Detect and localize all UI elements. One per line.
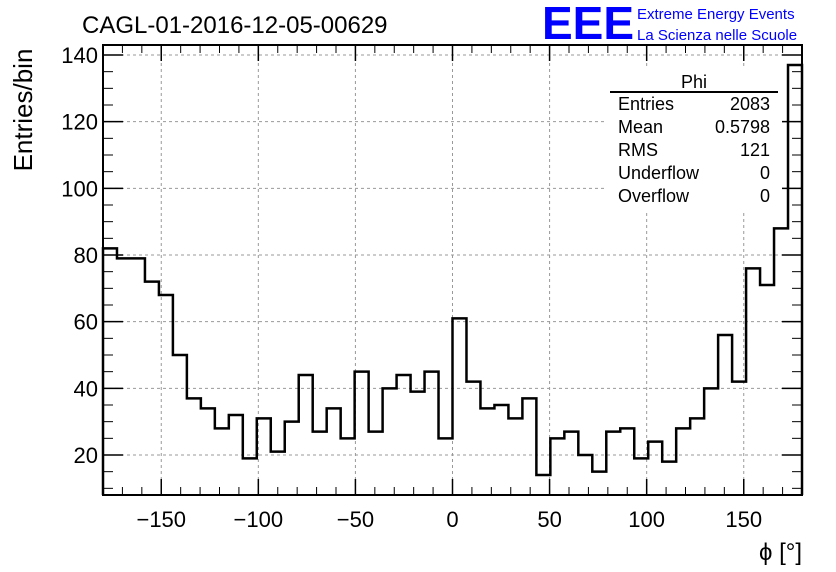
stats-value-entries: 2083 bbox=[730, 94, 770, 114]
branding-line-2: La Scienza nelle Scuole bbox=[637, 27, 797, 44]
stats-label-rms: RMS bbox=[618, 140, 658, 160]
stats-box: Phi Entries 2083 Mean 0.5798 RMS 121 Und… bbox=[606, 68, 782, 210]
y-tick-label: 40 bbox=[74, 376, 98, 401]
y-axis-label: Entries/bin bbox=[8, 49, 38, 172]
x-axis-label: ϕ [°] bbox=[759, 539, 802, 566]
tick-labels: −150 −100 −50 0 50 100 150 20 40 60 80 100 120 140 bbox=[61, 43, 762, 532]
y-tick-label: 100 bbox=[61, 176, 98, 201]
x-tick-label: 100 bbox=[628, 507, 665, 532]
y-tick-label: 140 bbox=[61, 43, 98, 68]
stats-label-overflow: Overflow bbox=[618, 186, 690, 206]
stats-value-mean: 0.5798 bbox=[715, 117, 770, 137]
stats-value-overflow: 0 bbox=[760, 186, 770, 206]
stats-box-title: Phi bbox=[681, 72, 707, 92]
branding-line-1: Extreme Energy Events bbox=[637, 6, 795, 23]
stats-value-rms: 121 bbox=[740, 140, 770, 160]
chart-title: CAGL-01-2016-12-05-00629 bbox=[82, 12, 388, 39]
x-tick-label: 50 bbox=[537, 507, 561, 532]
eee-branding: EEE Extreme Energy Events La Scienza nel… bbox=[542, 0, 797, 49]
x-tick-label: 0 bbox=[446, 507, 458, 532]
stats-value-underflow: 0 bbox=[760, 163, 770, 183]
x-tick-label: −50 bbox=[337, 507, 374, 532]
stats-label-entries: Entries bbox=[618, 94, 674, 114]
x-tick-label: 150 bbox=[725, 507, 762, 532]
axis-ticks bbox=[103, 45, 802, 495]
plot-frame bbox=[102, 44, 803, 496]
stats-label-mean: Mean bbox=[618, 117, 663, 137]
x-tick-label: −150 bbox=[136, 507, 186, 532]
y-tick-label: 120 bbox=[61, 110, 98, 135]
stats-label-underflow: Underflow bbox=[618, 163, 700, 183]
y-tick-label: 80 bbox=[74, 243, 98, 268]
y-tick-label: 60 bbox=[74, 310, 98, 335]
eee-logo: EEE bbox=[542, 0, 634, 49]
histogram-outline bbox=[101, 63, 804, 495]
y-tick-label: 20 bbox=[74, 443, 98, 468]
x-tick-label: −100 bbox=[234, 507, 284, 532]
